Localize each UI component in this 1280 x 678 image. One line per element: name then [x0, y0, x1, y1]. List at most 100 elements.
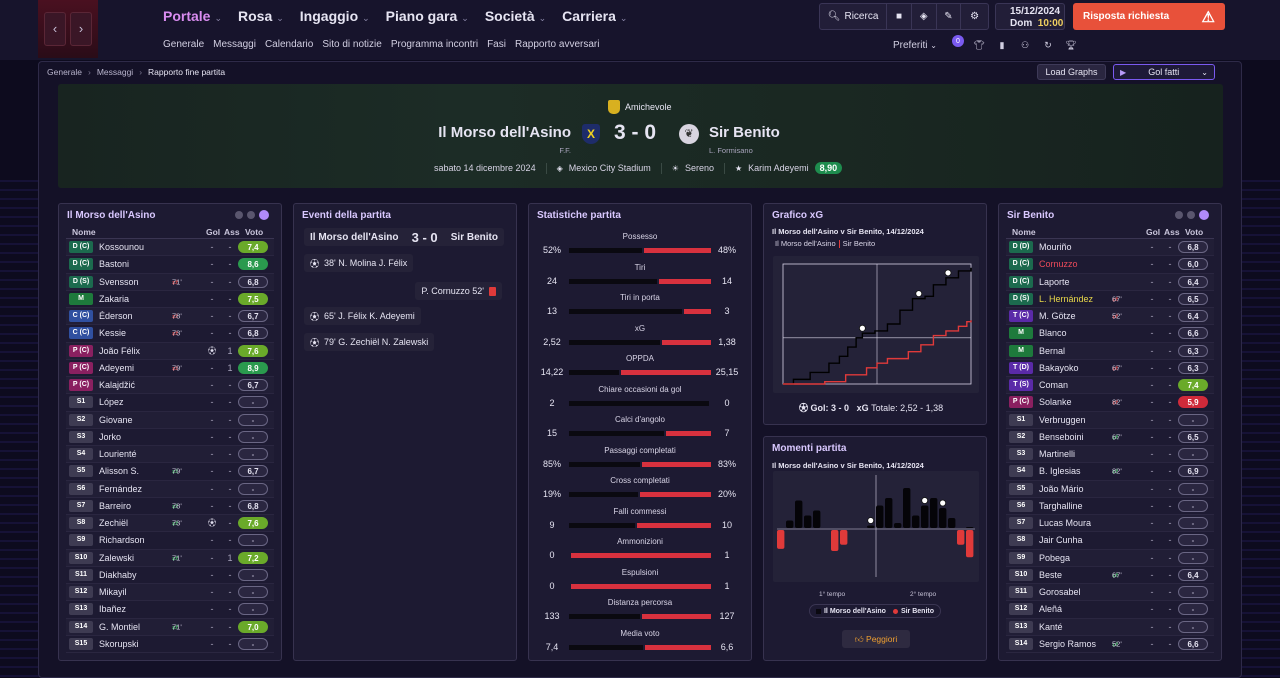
menu-item-4[interactable]: Società ⌄ [485, 8, 546, 24]
player-row[interactable]: S15 Skorupski - - - [66, 636, 274, 653]
event-item[interactable]: ⚽︎ 38' N. Molina J. Félix [304, 254, 414, 272]
player-name[interactable]: Aleñá [1039, 604, 1063, 615]
player-row[interactable]: S2 Giovane - - - [66, 411, 274, 429]
player-name[interactable]: Kossounou [99, 242, 145, 253]
player-row[interactable]: S4 B. Iglesias ⇄ 82' - -6,9 [1006, 463, 1214, 481]
player-name[interactable]: Blanco [1039, 328, 1067, 339]
player-row[interactable]: M Zakaria - -7,5 [66, 291, 274, 308]
player-name[interactable]: Bernal [1039, 345, 1066, 356]
peggiori-button[interactable]: 👍︎ Peggiori [842, 630, 910, 648]
player-name[interactable]: L. Hernández [1039, 293, 1094, 304]
player-name[interactable]: Sergio Ramos [1039, 638, 1097, 649]
search-button[interactable]: 🔍︎ Ricerca [820, 4, 888, 29]
player-row[interactable]: S12 Mikayil - - - [66, 584, 274, 602]
preferiti-dropdown[interactable]: Preferiti ⌄ [893, 40, 937, 51]
player-name[interactable]: Zechiël [99, 518, 129, 529]
kit-icon[interactable]: ▮ [999, 39, 1005, 50]
player-name[interactable]: Targhalline [1039, 500, 1083, 511]
player-name[interactable]: Richardson [99, 535, 145, 546]
player-row[interactable]: S12 Aleñá - - - [1006, 601, 1214, 619]
player-row[interactable]: S2 Benseboini ⇄ 67' - -6,5 [1006, 429, 1214, 446]
player-row[interactable]: S4 Lourienté - - - [66, 446, 274, 464]
player-row[interactable]: S9 Pobega - - - [1006, 549, 1214, 567]
submenu-item-1[interactable]: Messaggi [213, 39, 256, 50]
player-name[interactable]: Mouriño [1039, 242, 1072, 253]
menu-item-2[interactable]: Ingaggio ⌄ [300, 8, 370, 24]
shield-button[interactable]: ◈ [912, 4, 937, 29]
player-name[interactable]: Kalajdžić [99, 380, 136, 391]
player-row[interactable]: S6 Fernández - - - [66, 480, 274, 498]
notification-badge[interactable]: 0 [952, 35, 964, 47]
submenu-item-3[interactable]: Sito di notizie [322, 39, 382, 50]
shirt-icon[interactable]: 👕︎ [973, 39, 985, 50]
player-name[interactable]: Pobega [1039, 552, 1071, 563]
player-name[interactable]: Alisson S. [99, 466, 140, 477]
player-row[interactable]: S8 Zechiël ⇄ 73' ⚽︎ - -7,6 [66, 515, 274, 533]
player-name[interactable]: Zakaria [99, 293, 130, 304]
event-item[interactable]: ⚽︎ 79' G. Zechiël N. Zalewski [304, 333, 435, 351]
player-name[interactable]: Mikayil [99, 587, 127, 598]
player-row[interactable]: D (C) Kossounou - -7,4 [66, 239, 274, 257]
player-row[interactable]: S3 Martinelli - - - [1006, 446, 1214, 464]
player-row[interactable]: D (C) Cornuzzo - -6,0 [1006, 256, 1214, 274]
panel-page-dots[interactable] [1175, 210, 1209, 220]
load-graphs-button[interactable]: Load Graphs [1037, 64, 1106, 80]
bookmark-button[interactable]: ■ [887, 4, 912, 29]
player-row[interactable]: S6 Targhalline - - - [1006, 498, 1214, 515]
player-row[interactable]: C (C) Éderson ⇄ 78' - -6,7 [66, 308, 274, 326]
player-name[interactable]: Benseboini [1039, 431, 1084, 442]
player-row[interactable]: D (S) L. Hernández ⇄ 67' - -6,5 [1006, 291, 1214, 308]
player-name[interactable]: Cornuzzo [1039, 259, 1078, 270]
submenu-item-2[interactable]: Calendario [264, 39, 314, 50]
player-row[interactable]: S9 Richardson - - - [66, 532, 274, 550]
player-row[interactable]: P (C) Kalajdžić - -6,7 [66, 377, 274, 395]
player-name[interactable]: Lourienté [99, 449, 137, 460]
player-name[interactable]: Giovane [99, 414, 133, 425]
player-name[interactable]: Éderson [99, 311, 133, 322]
breadcrumb-item[interactable]: Generale [47, 67, 82, 77]
player-name[interactable]: Jair Cunha [1039, 535, 1083, 546]
event-item[interactable]: P. Cornuzzo 52' [415, 282, 502, 300]
trophy-icon[interactable]: 🏆︎ [1065, 39, 1077, 50]
player-name[interactable]: M. Götze [1039, 311, 1076, 322]
player-name[interactable]: Adeyemi [99, 362, 135, 373]
player-row[interactable]: T (D) Bakayoko ⇄ 67' - -6,3 [1006, 360, 1214, 377]
player-name[interactable]: Gorosabel [1039, 587, 1081, 598]
player-name[interactable]: João Mário [1039, 483, 1084, 494]
player-row[interactable]: S14 Sergio Ramos ⇄ 52' - -6,6 [1006, 636, 1214, 653]
player-row[interactable]: S13 Kanté - - - [1006, 618, 1214, 636]
player-row[interactable]: S10 Zalewski ⇄ 71' - 1 7,2 [66, 549, 274, 567]
menu-item-0[interactable]: Portale ⌄ [163, 8, 222, 24]
player-row[interactable]: S1 Verbruggen - - - [1006, 411, 1214, 429]
menu-item-3[interactable]: Piano gara ⌄ [386, 8, 469, 24]
submenu-item-5[interactable]: Fasi [487, 39, 506, 50]
player-row[interactable]: P (C) Adeyemi ⇄ 79' - 1 8,9 [66, 360, 274, 377]
pen-button[interactable]: ✎ [937, 4, 962, 29]
player-row[interactable]: S14 G. Montiel ⇄ 71' - -7,0 [66, 618, 274, 636]
player-name[interactable]: Bakayoko [1039, 362, 1079, 373]
gol-fatti-dropdown[interactable]: ▶ Gol fatti ⌄ [1113, 64, 1215, 80]
breadcrumb-item[interactable]: Messaggi [96, 67, 134, 77]
event-item[interactable]: ⚽︎ 65' J. Félix K. Adeyemi [304, 307, 421, 325]
player-name[interactable]: Martinelli [1039, 449, 1076, 460]
player-name[interactable]: Barreiro [99, 500, 132, 511]
player-name[interactable]: João Félix [99, 345, 141, 356]
player-name[interactable]: Svensson [99, 276, 139, 287]
player-name[interactable]: B. Iglesias [1039, 466, 1081, 477]
tactics-icon[interactable]: ⚇ [1020, 39, 1030, 50]
player-row[interactable]: P (C) Solanke ⇄ 82' - -5,9 [1006, 394, 1214, 412]
player-row[interactable]: M Blanco - -6,6 [1006, 325, 1214, 343]
refresh-icon[interactable]: ↻ [1044, 39, 1052, 50]
submenu-item-0[interactable]: Generale [163, 39, 205, 50]
player-name[interactable]: Diakhaby [99, 569, 137, 580]
player-name[interactable]: Beste [1039, 569, 1063, 580]
player-row[interactable]: D (D) Mouriño - -6,8 [1006, 239, 1214, 257]
motm-name[interactable]: Karim Adeyemi [748, 163, 809, 173]
player-row[interactable]: S11 Gorosabel - - - [1006, 584, 1214, 602]
menu-item-1[interactable]: Rosa ⌄ [238, 8, 284, 24]
player-row[interactable]: D (C) Laporte - -6,4 [1006, 273, 1214, 291]
back-button[interactable]: ‹ [44, 12, 66, 46]
player-name[interactable]: Lucas Moura [1039, 518, 1092, 529]
panel-page-dots[interactable] [235, 210, 269, 220]
player-row[interactable]: T (S) Coman - -7,4 [1006, 377, 1214, 395]
